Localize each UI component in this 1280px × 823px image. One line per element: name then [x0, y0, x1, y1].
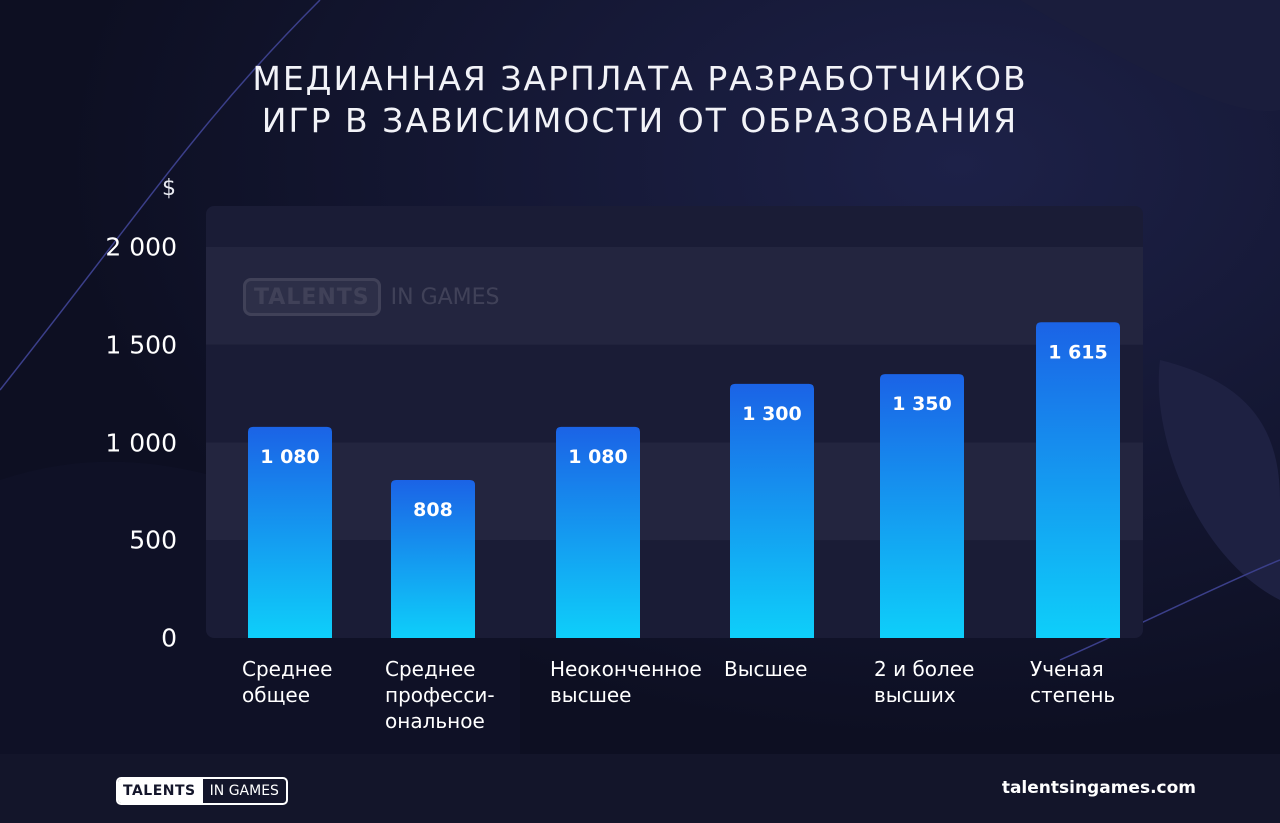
y-tick-label: 2 000	[105, 232, 177, 262]
grid-band	[206, 206, 1143, 247]
chart-title: МЕДИАННАЯ ЗАРПЛАТА РАЗРАБОТЧИКОВ ИГР В З…	[0, 58, 1280, 142]
chart-title-line1: МЕДИАННАЯ ЗАРПЛАТА РАЗРАБОТЧИКОВ	[252, 59, 1028, 98]
bar-value-label: 808	[413, 499, 453, 521]
bar-value-label: 1 080	[260, 446, 320, 468]
bar	[556, 426, 640, 638]
bar	[730, 383, 814, 638]
grid-band	[206, 247, 1143, 345]
bar	[391, 480, 475, 638]
bar-value-label: 1 350	[892, 393, 952, 415]
website-link[interactable]: talentsingames.com	[1001, 778, 1196, 798]
bar	[1036, 322, 1120, 638]
chart-title-line2: ИГР В ЗАВИСИМОСТИ ОТ ОБРАЗОВАНИЯ	[261, 101, 1019, 140]
footer	[0, 754, 1280, 823]
watermark-logo-text: IN GAMES	[390, 284, 500, 310]
y-tick-label: 500	[129, 525, 177, 555]
watermark-logo: TALENTS IN GAMES	[243, 278, 510, 316]
y-tick-label: 0	[161, 623, 177, 653]
y-axis-unit-label: $	[162, 176, 176, 201]
watermark-logo-box: TALENTS	[243, 278, 381, 316]
bar	[248, 426, 332, 638]
x-category-label: Высшее	[724, 657, 808, 681]
y-tick-label: 1 000	[105, 428, 177, 457]
x-category-label: Среднее професси- ональное	[385, 657, 495, 733]
x-category-label: Неоконченное высшее	[550, 657, 702, 707]
grid-band	[206, 344, 1143, 443]
grid-band	[206, 540, 1143, 638]
grid-band	[206, 442, 1143, 541]
x-category-label: Ученая степень	[1030, 657, 1116, 707]
y-tick-label: 1 500	[105, 330, 177, 360]
bar-value-label: 1 080	[568, 446, 628, 468]
bar	[880, 374, 964, 638]
x-category-label: Среднее общее	[242, 657, 333, 707]
plot-area	[206, 206, 1143, 638]
footer-logo-text: IN GAMES	[209, 783, 279, 799]
bar-value-label: 1 300	[742, 403, 802, 425]
bar-value-label: 1 615	[1048, 341, 1108, 363]
footer-logo-box: TALENTS	[118, 779, 203, 803]
x-category-label: 2 и более высших	[874, 657, 975, 707]
footer-logo[interactable]: TALENTS IN GAMES	[116, 777, 288, 805]
